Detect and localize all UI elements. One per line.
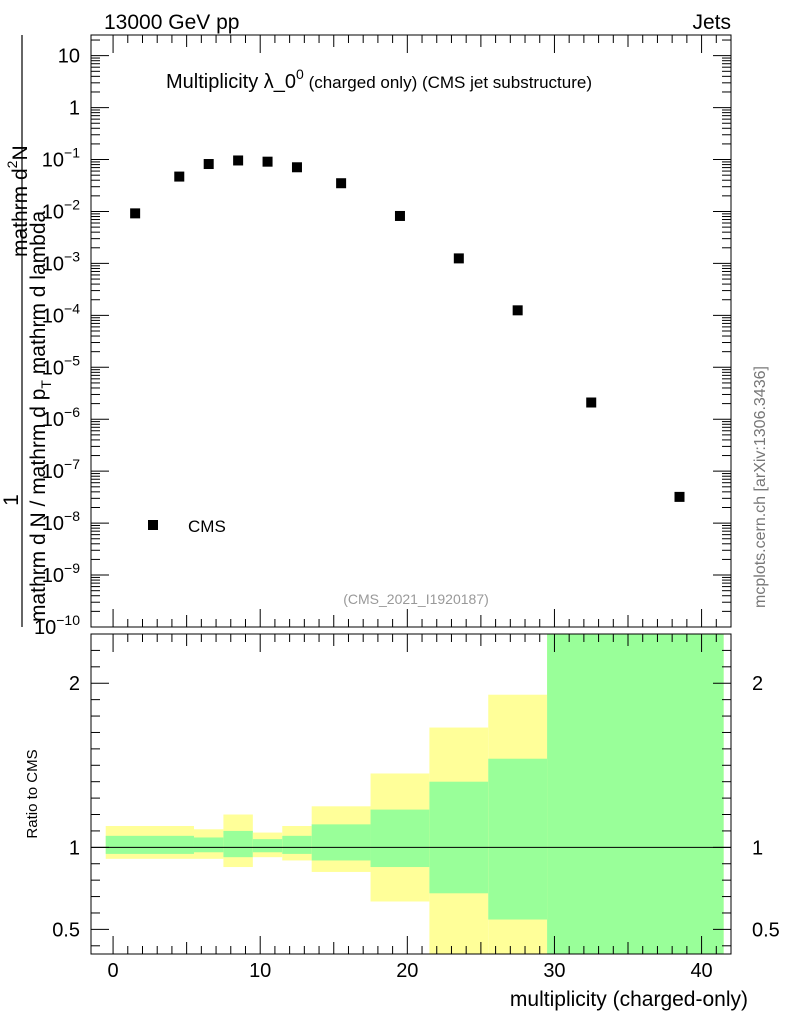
data-point bbox=[233, 155, 244, 166]
y-tick-label: 10−10 bbox=[34, 612, 80, 639]
main-plot-panel: 10110−110−210−310−410−510−610−710−810−91… bbox=[0, 34, 732, 639]
main-plot-y-tick-labels: 10 1 10−1 10−2 10−3 10−4 10−5 10−6 10−7 10−8 10−9 1… bbox=[34, 46, 80, 639]
ratio-y-tick-label-right: 1 bbox=[752, 837, 763, 859]
x-tick-label: 0 bbox=[108, 960, 119, 982]
data-point bbox=[262, 156, 273, 167]
ratio-band-inner bbox=[429, 781, 489, 894]
ratio-band-inner bbox=[547, 634, 724, 954]
ratio-plot-x-tick-labels: 0 10 20 30 40 bbox=[108, 960, 713, 982]
ratio-uncertainty-bands bbox=[105, 634, 724, 954]
ratio-band-inner bbox=[252, 839, 283, 853]
y-tick-label: 10−7 bbox=[42, 456, 80, 483]
main-plot-frame bbox=[90, 34, 732, 628]
main-plot-axis-ticks bbox=[91, 35, 731, 628]
ratio-band-inner bbox=[488, 758, 548, 920]
data-point bbox=[203, 159, 214, 170]
y-tick-label: 10 bbox=[58, 46, 80, 68]
ratio-band-inner bbox=[282, 835, 312, 854]
x-tick-label: 40 bbox=[690, 960, 712, 982]
plot-title: Multiplicity λ_00 (charged only) (CMS je… bbox=[166, 66, 592, 93]
y-label-one: 1 bbox=[0, 494, 23, 506]
data-point bbox=[130, 208, 141, 219]
ratio-band-inner bbox=[223, 830, 253, 858]
ratio-band-inner bbox=[311, 824, 371, 861]
main-plot-y-axis-label: mathrm d2N 1 mathrm d N / mathrm d pT ma… bbox=[0, 35, 54, 627]
ratio-y-tick-label: 1 bbox=[69, 837, 80, 859]
ratio-plot-axis-ticks bbox=[91, 634, 731, 954]
y-tick-label: 1 bbox=[69, 98, 80, 120]
y-tick-label: 10−3 bbox=[42, 248, 80, 275]
ratio-plot-y-tick-labels: 0.5 0.5 1 1 2 2 bbox=[52, 673, 780, 941]
y-tick-label: 10−2 bbox=[42, 196, 80, 223]
ratio-band-inner bbox=[105, 835, 194, 854]
legend-label-cms: CMS bbox=[188, 517, 226, 536]
ratio-y-tick-label-right: 0.5 bbox=[752, 919, 780, 941]
data-points-cms bbox=[130, 155, 685, 502]
y-tick-label: 10−1 bbox=[42, 145, 80, 172]
y-tick-label: 10−6 bbox=[42, 404, 80, 431]
ratio-y-tick-label: 0.5 bbox=[52, 919, 80, 941]
header-left-label: 13000 GeV pp bbox=[104, 11, 239, 34]
ratio-y-tick-label: 2 bbox=[69, 673, 80, 695]
x-tick-label: 10 bbox=[249, 960, 271, 982]
y-label-numerator: mathrm d2N bbox=[4, 145, 32, 257]
legend: CMS bbox=[148, 517, 226, 536]
data-point bbox=[174, 171, 185, 182]
y-tick-label: 10−9 bbox=[42, 560, 80, 587]
side-source-label: mcplots.cern.ch [arXiv:1306.3436] bbox=[752, 366, 769, 608]
data-point bbox=[586, 397, 597, 408]
plot-title-superscript: 0 bbox=[296, 66, 304, 82]
ratio-y-tick-label-right: 2 bbox=[752, 673, 763, 695]
y-tick-label: 10−5 bbox=[42, 352, 80, 379]
header-right-label: Jets bbox=[692, 11, 731, 34]
plot-title-main: Multiplicity λ_0 bbox=[166, 71, 296, 93]
ratio-y-axis-label: Ratio to CMS bbox=[24, 749, 41, 838]
legend-marker-cms bbox=[148, 520, 158, 530]
ratio-band-inner bbox=[370, 809, 430, 868]
ratio-band-inner bbox=[193, 837, 224, 853]
plot-title-subtitle: (charged only) (CMS jet substructure) bbox=[304, 73, 592, 92]
data-point bbox=[336, 178, 347, 189]
y-label-denominator: mathrm d N / mathrm d pT mathrm d lambda bbox=[27, 210, 54, 622]
x-tick-label: 20 bbox=[396, 960, 418, 982]
y-tick-label: 10−8 bbox=[42, 508, 80, 535]
data-point bbox=[512, 305, 523, 316]
data-point bbox=[394, 210, 405, 221]
data-point bbox=[674, 491, 685, 502]
ratio-plot-frame bbox=[90, 633, 732, 955]
analysis-tag: (CMS_2021_I1920187) bbox=[343, 591, 489, 607]
x-tick-label: 30 bbox=[543, 960, 565, 982]
data-point bbox=[291, 162, 302, 173]
y-tick-label: 10−4 bbox=[42, 300, 80, 327]
ratio-plot-panel: 0.5 0.5 1 1 2 2 0 10 20 30 40 Ratio to CMS multip… bbox=[24, 633, 780, 1011]
data-point bbox=[453, 253, 464, 264]
x-axis-label: multiplicity (charged-only) bbox=[510, 988, 748, 1011]
